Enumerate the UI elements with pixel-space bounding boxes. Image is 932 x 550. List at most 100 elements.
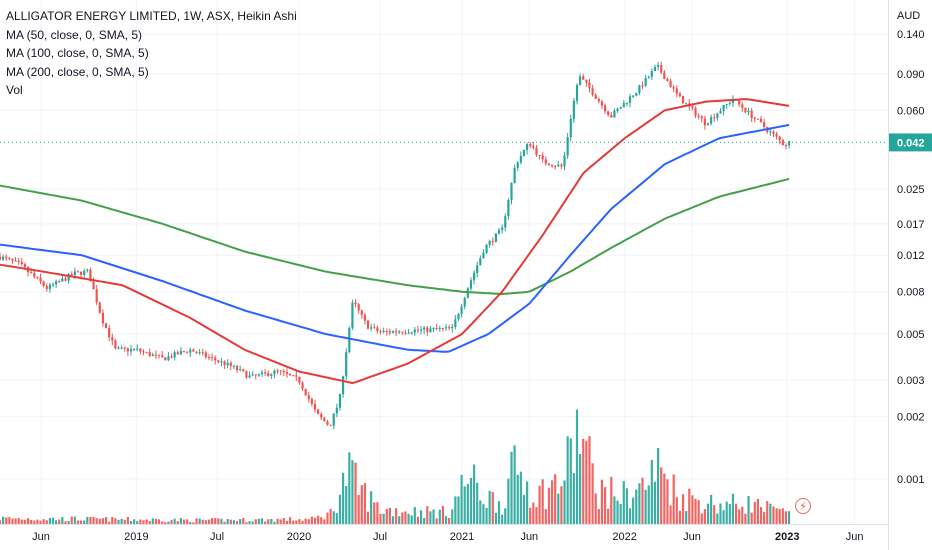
legend-ma200[interactable]: MA (200, close, 0, SMA, 5) bbox=[6, 64, 149, 79]
volume-bar bbox=[747, 496, 750, 524]
candle-body bbox=[285, 372, 289, 374]
volume-bar bbox=[363, 483, 367, 524]
candle-body bbox=[288, 373, 292, 376]
candle-body bbox=[731, 99, 735, 104]
price-axis-tick-label: 0.008 bbox=[897, 287, 925, 299]
legend-symbol-title[interactable]: ALLIGATOR ENERGY LIMITED, 1W, ASX, Heiki… bbox=[6, 9, 297, 23]
candle-body bbox=[554, 166, 557, 168]
candle-body bbox=[388, 331, 391, 333]
candle-body bbox=[697, 115, 700, 117]
candle-body bbox=[479, 258, 482, 266]
candle-body bbox=[301, 382, 304, 389]
volume-bar bbox=[104, 517, 108, 524]
candle-body bbox=[438, 328, 441, 330]
candle-body bbox=[597, 98, 600, 102]
candle-body bbox=[264, 372, 267, 374]
volume-bar bbox=[2, 516, 5, 524]
lightning-icon[interactable]: ⚡ bbox=[795, 498, 811, 514]
volume-bar bbox=[351, 460, 354, 524]
volume-bar bbox=[448, 517, 451, 524]
candle-body bbox=[575, 85, 579, 101]
time-axis-tick-label: Jul bbox=[210, 531, 224, 543]
candle-body bbox=[448, 327, 451, 329]
volume-bar bbox=[288, 517, 292, 524]
candle-body bbox=[20, 261, 23, 265]
candle-body bbox=[360, 310, 363, 315]
volume-bar bbox=[136, 521, 139, 524]
candlestick-series bbox=[0, 61, 791, 430]
volume-bar bbox=[513, 445, 516, 524]
volume-bar bbox=[787, 511, 791, 524]
candle-body bbox=[61, 278, 64, 282]
volume-bar bbox=[391, 516, 395, 524]
volume-bar bbox=[142, 520, 145, 524]
candle-body bbox=[251, 374, 254, 376]
candle-body bbox=[170, 356, 173, 358]
volume-bar bbox=[522, 494, 526, 524]
candle-body bbox=[214, 357, 217, 361]
volume-bar bbox=[295, 520, 298, 524]
volume-bar bbox=[641, 477, 644, 524]
candle-body bbox=[706, 123, 710, 126]
candle-body bbox=[182, 351, 186, 353]
volume-bar bbox=[410, 515, 413, 524]
candle-body bbox=[5, 256, 8, 258]
volume-bar bbox=[30, 519, 33, 524]
candle-body bbox=[270, 374, 273, 377]
volume-bar bbox=[429, 511, 432, 524]
volume-bar bbox=[401, 512, 404, 524]
volume-bar bbox=[600, 479, 604, 524]
candle-body bbox=[204, 352, 207, 358]
candle-body bbox=[39, 277, 42, 282]
volume-bar bbox=[544, 509, 547, 524]
volume-bar bbox=[716, 513, 719, 524]
candle-body bbox=[245, 370, 248, 378]
legend-ma50[interactable]: MA (50, close, 0, SMA, 5) bbox=[6, 27, 143, 42]
legend-volume[interactable]: Vol bbox=[6, 83, 23, 97]
volume-bar bbox=[348, 452, 351, 524]
volume-bar bbox=[388, 508, 391, 524]
volume-bar bbox=[491, 492, 494, 524]
candle-body bbox=[613, 110, 616, 118]
volume-bar bbox=[532, 502, 535, 524]
volume-bar bbox=[239, 519, 242, 524]
volume-bar bbox=[784, 511, 788, 524]
candle-body bbox=[48, 284, 51, 289]
volume-bar bbox=[753, 501, 756, 524]
candle-body bbox=[472, 272, 476, 281]
candle-body bbox=[650, 71, 653, 77]
candle-body bbox=[759, 118, 763, 123]
candle-body bbox=[569, 118, 572, 138]
candle-body bbox=[476, 265, 479, 273]
candle-body bbox=[507, 200, 510, 217]
candle-body bbox=[345, 352, 348, 377]
volume-bars bbox=[0, 409, 791, 524]
volume-bar bbox=[594, 493, 597, 524]
volume-bar bbox=[139, 519, 142, 524]
candle-body bbox=[363, 314, 367, 321]
candle-body bbox=[192, 349, 195, 352]
candle-body bbox=[519, 155, 522, 163]
volume-bar bbox=[20, 519, 23, 524]
candle-body bbox=[267, 373, 270, 377]
candle-body bbox=[538, 154, 541, 156]
candle-body bbox=[401, 331, 404, 333]
legend-ma100[interactable]: MA (100, close, 0, SMA, 5) bbox=[6, 46, 149, 60]
volume-bar bbox=[485, 507, 488, 524]
candle-body bbox=[784, 144, 788, 146]
volume-bar bbox=[154, 518, 158, 524]
candle-body bbox=[248, 375, 251, 378]
volume-bar bbox=[441, 506, 444, 524]
candle-body bbox=[756, 118, 759, 120]
candle-body bbox=[157, 354, 161, 356]
candle-body bbox=[104, 323, 108, 329]
volume-bar bbox=[647, 485, 650, 524]
candle-body bbox=[516, 162, 519, 168]
candle-body bbox=[769, 131, 772, 133]
volume-bar bbox=[469, 477, 473, 524]
volume-bar bbox=[317, 515, 320, 524]
volume-bar bbox=[510, 451, 513, 524]
time-axis-tick-label: Jun bbox=[683, 531, 701, 543]
candle-body bbox=[329, 424, 332, 426]
